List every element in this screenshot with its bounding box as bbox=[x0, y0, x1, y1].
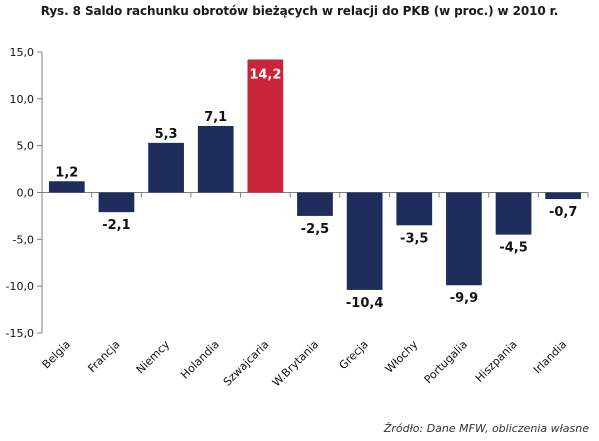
y-tick-label: -10,0 bbox=[6, 280, 34, 293]
bar-portugalia bbox=[446, 192, 482, 286]
y-tick-label: 0,0 bbox=[17, 187, 35, 200]
source-note: Źródło: Dane MFW, obliczenia własne bbox=[383, 422, 589, 435]
y-tick-label: -5,0 bbox=[13, 233, 34, 246]
data-label: -2,1 bbox=[102, 218, 130, 233]
bar-francja bbox=[98, 192, 135, 213]
data-label: -10,4 bbox=[346, 296, 383, 311]
bar-hiszpania bbox=[495, 192, 532, 235]
data-label: 14,2 bbox=[249, 67, 281, 82]
x-tick-label: Szwajcaria bbox=[221, 338, 272, 389]
x-tick-label: Irlandia bbox=[531, 338, 569, 376]
x-tick-label: Francja bbox=[85, 338, 122, 375]
bar-holandia bbox=[197, 125, 234, 193]
bar-belgia bbox=[48, 181, 85, 193]
data-label: -9,9 bbox=[450, 291, 478, 306]
x-tick-label: Włochy bbox=[383, 338, 421, 376]
bar-niemcy bbox=[148, 142, 184, 193]
data-label: -2,5 bbox=[301, 222, 329, 237]
x-tick-label: Hiszpania bbox=[473, 338, 520, 385]
bar-irlandia bbox=[545, 192, 582, 200]
bar-w-ochy bbox=[396, 192, 433, 226]
y-tick-label: -15,0 bbox=[6, 327, 34, 340]
y-tick-label: 15,0 bbox=[10, 46, 35, 59]
x-tick-label: Niemcy bbox=[134, 338, 173, 377]
bar-grecja bbox=[346, 192, 383, 290]
y-tick-label: 10,0 bbox=[10, 93, 35, 106]
y-tick-label: 5,0 bbox=[17, 140, 35, 153]
data-label: 7,1 bbox=[204, 110, 227, 125]
x-tick-label: Belgia bbox=[40, 338, 73, 371]
x-tick-label: Portugalia bbox=[422, 338, 470, 386]
data-label: 5,3 bbox=[155, 127, 178, 142]
data-label: -3,5 bbox=[400, 231, 428, 246]
x-tick-label: W.Brytania bbox=[270, 338, 321, 389]
data-label: 1,2 bbox=[55, 165, 78, 180]
data-label: -0,7 bbox=[549, 205, 577, 220]
data-label: -4,5 bbox=[499, 241, 527, 256]
bar-w-brytania bbox=[297, 192, 333, 216]
x-tick-label: Grecja bbox=[337, 338, 371, 372]
chart-title: Rys. 8 Saldo rachunku obrotów bieżących … bbox=[40, 4, 559, 18]
x-tick-label: Holandia bbox=[178, 338, 222, 382]
bar-szwajcaria bbox=[247, 59, 284, 193]
